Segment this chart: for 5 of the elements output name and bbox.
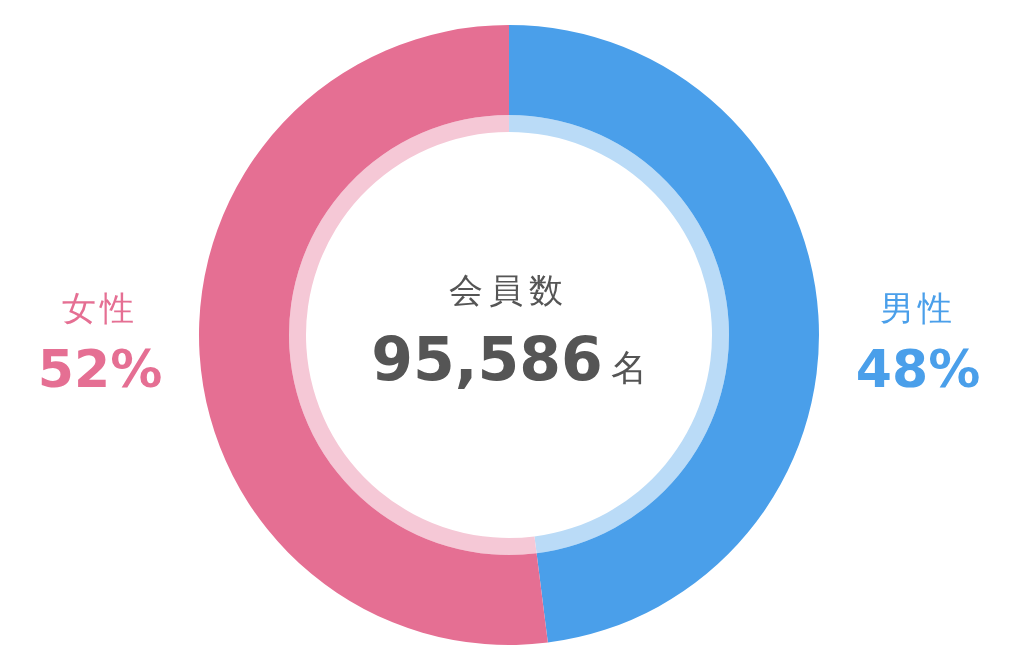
text: 会員数 (449, 270, 569, 310)
data-label: 48% (855, 339, 981, 399)
slice-label: 女性 (62, 288, 138, 328)
data-label: 52% (37, 339, 163, 399)
slice-label: 男性 (880, 288, 956, 328)
